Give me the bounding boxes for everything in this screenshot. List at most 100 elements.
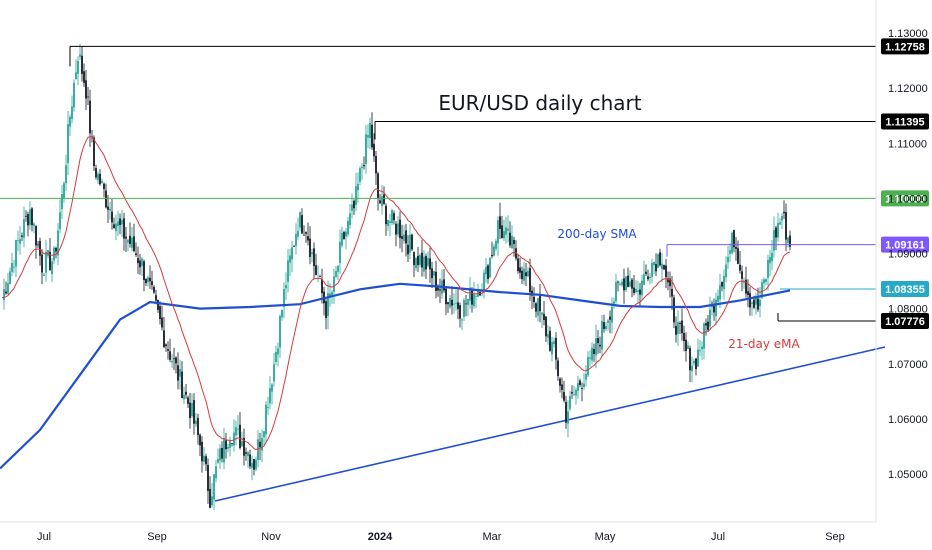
price-levels: 1.12758 1.11395 1.10000 1.09161 1.08355 1.077…	[0, 38, 929, 329]
candle-body	[75, 72, 77, 80]
candle-body	[153, 286, 155, 293]
candle-body	[611, 306, 613, 323]
candle-body	[643, 274, 645, 285]
candle-body	[621, 281, 623, 286]
candle-body	[755, 298, 757, 305]
candle-body	[443, 279, 445, 291]
candle-body	[381, 196, 383, 207]
candle-body	[255, 459, 257, 470]
candle-body	[691, 365, 693, 372]
candle-body	[715, 299, 717, 317]
candle-body	[225, 440, 227, 450]
candle-body	[731, 232, 733, 254]
candle-body	[633, 287, 635, 293]
candle-body	[79, 54, 81, 57]
candle-body	[759, 299, 761, 307]
candle-body	[511, 236, 513, 249]
candle-body	[743, 281, 745, 283]
candle-body	[485, 266, 487, 275]
candle-body	[721, 281, 723, 287]
candle-body	[341, 232, 343, 246]
candle-body	[669, 278, 671, 287]
candle-body	[625, 276, 627, 290]
candle-body	[27, 214, 29, 226]
candle-body	[475, 296, 477, 297]
candle-body	[615, 282, 617, 302]
candle-body	[673, 297, 675, 323]
candle-body	[177, 365, 179, 381]
candle-body	[513, 239, 515, 245]
candle-body	[53, 247, 55, 261]
candle-body	[561, 384, 563, 390]
candle-body	[647, 276, 649, 280]
candle-body	[221, 447, 223, 459]
candle-body	[627, 275, 629, 287]
ema-21-line	[1, 136, 791, 451]
candle-body	[589, 357, 591, 359]
level-label-box	[881, 113, 929, 130]
candle-body	[347, 220, 349, 235]
candle-body	[165, 344, 167, 347]
candle-body	[391, 210, 393, 224]
candle-body	[501, 225, 503, 239]
level-label-box	[881, 281, 929, 298]
candle-body	[279, 316, 281, 348]
candle-body	[725, 264, 727, 278]
candle-body	[595, 338, 597, 356]
candle-body	[97, 173, 99, 181]
candle-body	[631, 279, 633, 289]
candle-body	[773, 229, 775, 251]
candle-body	[585, 374, 587, 380]
candle-body	[3, 289, 5, 301]
candle-body	[617, 281, 619, 283]
candle-body	[77, 60, 79, 74]
candle-body	[157, 299, 159, 310]
candle-body	[81, 55, 83, 74]
candle-body	[11, 262, 13, 272]
candle-body	[409, 234, 411, 253]
candle-body	[651, 263, 653, 277]
level-label-box	[881, 190, 929, 207]
candle-body	[233, 432, 235, 446]
candle-body	[213, 474, 215, 500]
candle-body	[509, 232, 511, 246]
candle-body	[423, 256, 425, 272]
candle-body	[525, 272, 527, 277]
candle-body	[717, 295, 719, 302]
candle-body	[193, 400, 195, 424]
candle-body	[89, 100, 91, 134]
candle-body	[745, 279, 747, 294]
candle-body	[713, 305, 715, 313]
price-tick-label: 1.10000	[888, 193, 928, 205]
candle-body	[105, 190, 107, 208]
candle-body	[197, 417, 199, 436]
candle-body	[41, 254, 43, 273]
candle-body	[459, 305, 461, 319]
candle-body	[421, 252, 423, 268]
candle-body	[577, 383, 579, 391]
price-tick-label: 1.11000	[888, 138, 927, 150]
candle-body	[457, 302, 459, 310]
candle-body	[119, 218, 121, 226]
candle-body	[111, 211, 113, 223]
candle-body	[269, 388, 271, 404]
candle-body	[697, 349, 699, 367]
candle-body	[641, 280, 643, 296]
candle-body	[101, 180, 103, 183]
candle-body	[345, 231, 347, 237]
candle-body	[137, 258, 139, 264]
candle-body	[55, 247, 57, 252]
candle-body	[159, 306, 161, 319]
level-label: 1.11395	[885, 116, 924, 128]
candle-body	[527, 270, 529, 277]
candle-body	[447, 302, 449, 305]
candle-body	[753, 299, 755, 308]
candle-body	[639, 289, 641, 295]
candle-body	[687, 345, 689, 350]
time-tick-label: Jul	[37, 531, 51, 543]
indicators	[0, 136, 791, 470]
candle-body	[507, 228, 509, 231]
candle-body	[385, 205, 387, 225]
candle-body	[15, 239, 17, 267]
candle-body	[65, 165, 67, 184]
